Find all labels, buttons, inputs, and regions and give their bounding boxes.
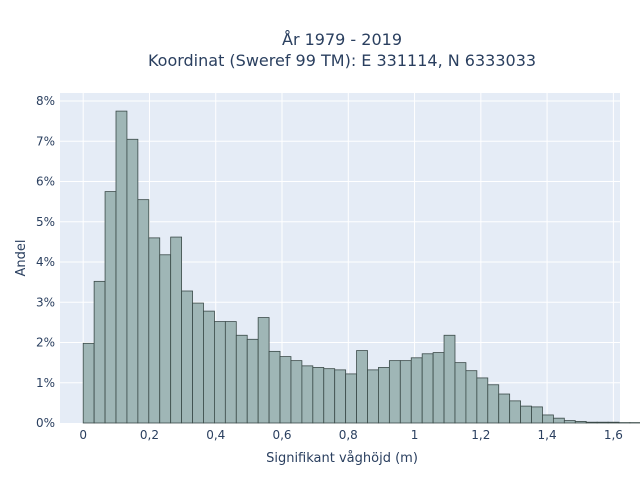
y-tick-label: 3% — [36, 295, 55, 309]
histogram-bar — [367, 369, 379, 424]
histogram-bar — [170, 236, 183, 424]
histogram-bar — [203, 310, 215, 424]
y-tick-label: 8% — [36, 94, 55, 108]
histogram-bar — [224, 321, 237, 424]
y-tick-label: 6% — [36, 175, 55, 189]
x-tick-label: 0,6 — [272, 428, 291, 442]
histogram-bar — [148, 237, 161, 424]
y-tick-label: 1% — [36, 376, 55, 390]
histogram-bar — [542, 414, 554, 424]
x-axis-title: Signifikant våghöjd (m) — [266, 451, 418, 466]
histogram-bar — [498, 393, 511, 424]
histogram-bar — [82, 342, 95, 424]
y-tick-label: 7% — [36, 134, 55, 148]
x-tick-label: 1 — [411, 428, 419, 442]
x-tick-label: 0,4 — [206, 428, 225, 442]
x-tick-label: 0 — [79, 428, 87, 442]
histogram-bar — [410, 357, 423, 424]
histogram-bar — [356, 350, 368, 424]
x-tick-label: 0,8 — [339, 428, 358, 442]
histogram-bar — [312, 367, 325, 424]
histogram-bar — [520, 405, 532, 424]
histogram-bar — [509, 400, 521, 424]
histogram-bar — [181, 290, 193, 424]
histogram-bar — [115, 110, 128, 424]
histogram-bar — [531, 406, 543, 424]
histogram-bar — [345, 373, 357, 424]
histogram-bar — [159, 254, 172, 424]
histogram-bar — [465, 370, 478, 424]
histogram-bar — [443, 334, 456, 424]
histogram-bar — [487, 384, 500, 424]
histogram-bar — [235, 334, 248, 424]
y-tick-label: 0% — [36, 416, 55, 430]
histogram-bar — [388, 360, 401, 424]
histogram-bar — [301, 365, 314, 424]
histogram-bar — [290, 360, 303, 424]
histogram-bar — [563, 420, 576, 424]
histogram-bar — [399, 360, 412, 424]
x-tick-label: 1,6 — [604, 428, 623, 442]
histogram-bar — [454, 362, 467, 424]
histogram-bar — [93, 280, 106, 424]
chart-title-line2: Koordinat (Sweref 99 TM): E 331114, N 63… — [148, 51, 536, 70]
x-tick-label: 1,4 — [538, 428, 557, 442]
y-tick-label: 2% — [36, 336, 55, 350]
histogram-bar — [279, 356, 292, 424]
histogram-bar — [585, 421, 598, 424]
y-axis-title: Andel — [14, 240, 29, 277]
histogram-bar — [607, 421, 620, 424]
y-axis-ticks: 0% 1% 2% 3% 4% 5% 6% 7% 8% — [36, 94, 55, 430]
histogram-bar — [334, 369, 347, 424]
y-tick-label: 5% — [36, 215, 55, 229]
histogram-bar — [476, 377, 489, 424]
histogram-bar — [268, 350, 281, 424]
histogram-bar — [432, 352, 445, 424]
histogram-bar — [596, 421, 609, 424]
histogram-bar — [246, 338, 259, 424]
histogram-bar — [421, 353, 434, 424]
histogram-bar — [378, 367, 390, 424]
chart-title-line1: År 1979 - 2019 — [282, 30, 402, 49]
histogram-bar — [104, 191, 117, 424]
histogram-bars — [82, 110, 640, 424]
histogram-bar — [552, 417, 565, 424]
histogram-bar — [214, 321, 226, 424]
histogram-bar — [257, 317, 270, 424]
histogram-bar — [126, 138, 139, 424]
histogram-bar — [323, 368, 336, 424]
x-tick-label: 1,2 — [471, 428, 490, 442]
x-tick-label: 0,2 — [140, 428, 159, 442]
x-axis-ticks: 0 0,2 0,4 0,6 0,8 1 1,2 1,4 1,6 — [79, 428, 623, 442]
histogram-bar — [137, 199, 150, 424]
histogram-bar — [192, 302, 204, 424]
histogram-bar — [574, 420, 587, 424]
y-tick-label: 4% — [36, 255, 55, 269]
